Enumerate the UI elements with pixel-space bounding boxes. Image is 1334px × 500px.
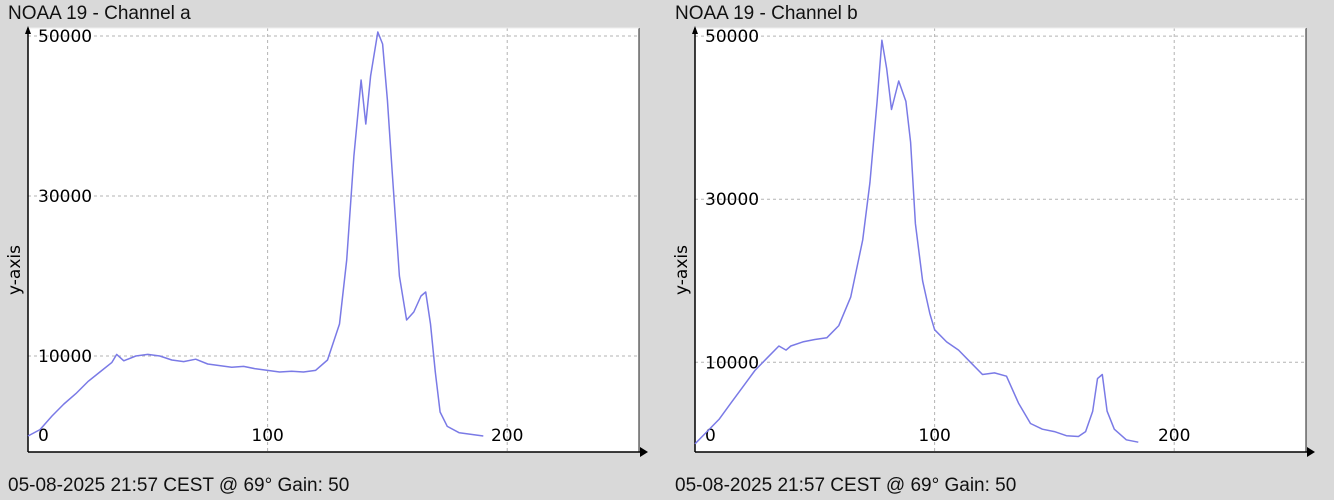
chart-title: NOAA 19 - Channel b bbox=[675, 3, 858, 24]
timestamp-footer: 05-08-2025 21:57 CEST @ 69° Gain: 50 bbox=[8, 475, 350, 496]
y-tick-label: 30000 bbox=[38, 187, 92, 207]
plot-area bbox=[28, 28, 639, 452]
timestamp-footer: 05-08-2025 21:57 CEST @ 69° Gain: 50 bbox=[675, 475, 1017, 496]
x-tick-label: 0 bbox=[38, 426, 49, 446]
chart-panel-b: NOAA 19 - Channel b 10000 30000 50000 0 100 2… bbox=[667, 0, 1334, 500]
y-tick-label: 50000 bbox=[705, 27, 759, 47]
series-line bbox=[27, 31, 484, 437]
x-tick-label: 200 bbox=[491, 426, 523, 446]
chart-title: NOAA 19 - Channel a bbox=[8, 3, 191, 24]
x-tick-label: 200 bbox=[1158, 426, 1190, 446]
line-chart-a: 10000 30000 50000 0 100 200 y-axis bbox=[5, 26, 648, 457]
y-tick-label: 10000 bbox=[705, 353, 759, 373]
x-tick-label: 100 bbox=[251, 426, 283, 446]
y-axis-label: y-axis bbox=[5, 245, 25, 295]
chart-panel-a: NOAA 19 - Channel a 10000 30000 50000 0 100 2… bbox=[5, 3, 648, 496]
y-axis-arrow bbox=[25, 26, 31, 34]
plot-area bbox=[695, 28, 1306, 452]
x-axis-arrow bbox=[1307, 447, 1315, 457]
line-chart-b: 10000 30000 50000 0 100 200 y-axis bbox=[672, 26, 1315, 457]
y-axis-arrow bbox=[692, 26, 698, 34]
series-line bbox=[694, 39, 1139, 445]
y-tick-label: 50000 bbox=[38, 27, 92, 47]
y-axis-label: y-axis bbox=[672, 245, 692, 295]
y-tick-label: 10000 bbox=[38, 347, 92, 367]
x-tick-label: 100 bbox=[918, 426, 950, 446]
x-tick-label: 0 bbox=[705, 426, 716, 446]
x-axis-arrow bbox=[640, 447, 648, 457]
y-tick-label: 30000 bbox=[705, 190, 759, 210]
